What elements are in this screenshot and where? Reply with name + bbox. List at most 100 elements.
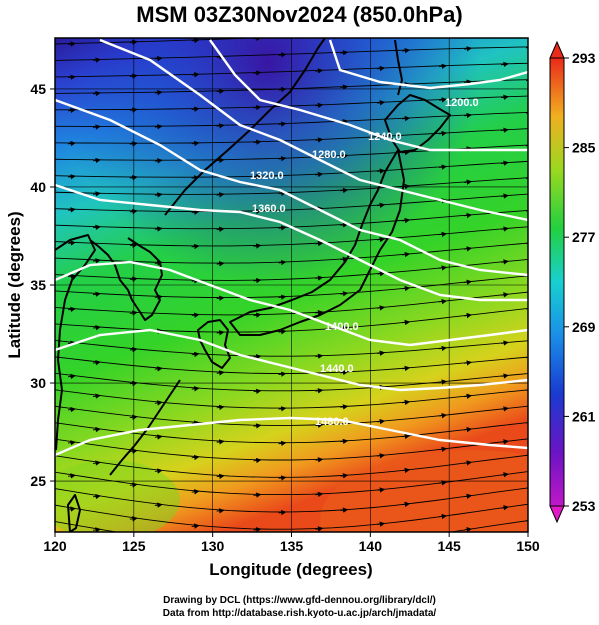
contour-label-1480: 1480.0 [315,416,349,428]
wind-arrow [216,404,225,411]
wind-arrow [377,100,386,106]
wind-arrow [525,210,528,212]
wind-arrow [191,351,200,358]
wind-arrow [154,468,163,474]
wind-arrow [92,90,101,97]
y-tick-label: 35 [30,277,46,293]
wind-arrow [525,487,528,489]
wind-arrow [92,527,101,532]
wind-arrow [154,124,163,130]
wind-arrow [500,61,509,68]
y-tick-label: 40 [30,179,46,195]
wind-arrow [216,295,225,301]
wind-arrow [253,492,262,498]
wind-arrow [278,259,287,266]
wind-arrow [253,70,262,76]
colorbar-label: 285 [572,140,596,156]
y-axis-title: Latitude (degrees) [5,211,24,358]
wind-arrow [402,149,411,156]
streamline [55,111,528,127]
wind-arrow [439,412,448,419]
wind-arrow [253,139,262,145]
streamline [55,275,528,299]
wind-arrow [278,86,287,93]
wind-arrow [500,439,509,445]
wind-arrow [278,509,287,516]
wind-arrow [253,208,262,215]
wind-arrow [216,226,225,232]
wind-arrow [216,439,225,445]
wind-arrow [340,291,349,297]
contour-1280 [99,38,528,222]
wind-arrow [315,491,324,498]
wind-arrow [500,292,509,298]
wind-arrow [525,454,528,457]
streamline [55,177,528,195]
height-contours [55,38,528,457]
colorbar-label: 269 [572,319,596,335]
wind-arrow [500,127,509,133]
wind-arrow [500,340,509,346]
wind-arrow [92,325,101,331]
contour-1480 [55,416,528,457]
wind-arrow [525,47,528,49]
wind-arrow [501,31,508,32]
wind-arrow [278,294,287,300]
wind-arrow [191,523,200,529]
streamline [55,258,528,281]
wind-arrow [464,279,473,285]
y-tick-label: 25 [30,473,46,489]
wind-arrow [377,305,386,311]
wind-arrow [340,187,349,194]
wind-arrow [191,454,200,461]
streamline [55,356,528,374]
contour-label-1200: 1200.0 [445,97,479,109]
streamline [55,503,528,530]
wind-arrow [464,460,473,466]
wind-arrow [191,489,200,495]
wind-arrow [340,438,349,445]
streamline [55,308,528,333]
wind-arrow [439,231,448,238]
wind-arrow [191,72,200,78]
wind-arrow [191,209,200,215]
wind-arrow [278,121,287,127]
coast-sakhalin [394,39,403,96]
wind-arrow [129,175,138,181]
wind-arrow [278,52,287,58]
wind-arrow [278,329,287,335]
wind-arrow [402,285,411,292]
wind-arrow [154,158,163,164]
wind-arrow [377,236,386,243]
streamline [55,372,528,392]
wind-arrow [315,526,324,532]
wind-arrow [315,171,324,178]
wind-arrow [377,418,386,425]
wind-arrow [216,88,225,95]
wind-arrow [402,538,409,539]
wind-arrow [402,365,411,372]
wind-arrow [216,330,225,336]
wind-arrow [439,130,448,137]
wind-arrow [253,312,262,318]
wind-arrow [500,373,509,379]
colorbar-label: 277 [572,229,596,245]
wind-arrow [92,426,101,433]
wind-arrow [340,369,349,376]
coast-kyushu [197,319,231,369]
wind-arrow [402,319,411,326]
contour-label-1400: 1400.0 [325,321,359,333]
streamline [55,226,528,247]
wind-arrow [439,164,448,170]
wind-streamlines [55,31,528,539]
streamline [55,438,528,461]
wind-arrow [340,153,349,159]
wind-arrow [129,276,138,282]
wind-arrow [154,502,163,508]
wind-arrow [377,453,386,459]
wind-arrow [216,508,225,514]
wind-arrow [67,406,76,413]
wind-arrow [439,446,448,452]
wind-arrow [525,422,528,424]
wind-arrow [377,202,386,208]
